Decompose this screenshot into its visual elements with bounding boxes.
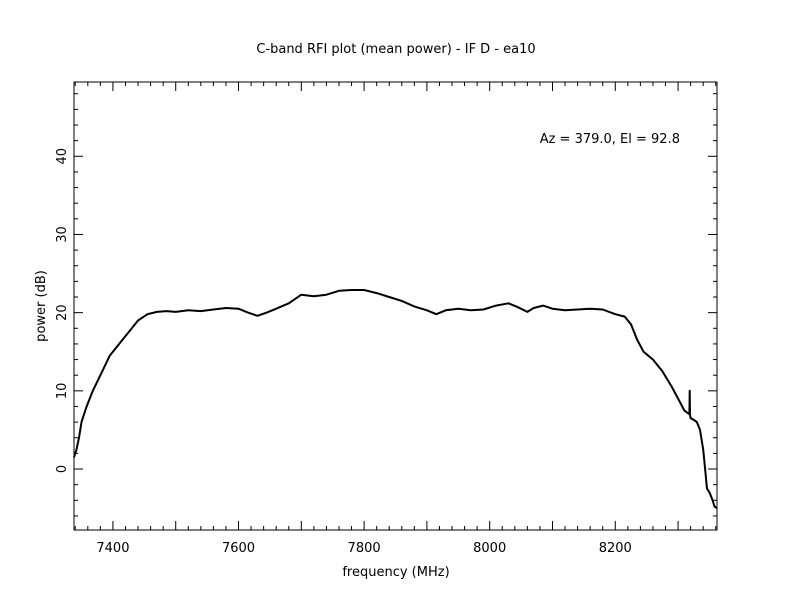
y-tick-label: 40 <box>55 148 70 165</box>
plot-frame <box>73 81 718 531</box>
y-tick-labels: 0 10 20 30 40 <box>55 148 70 473</box>
x-tick-label: 8200 <box>599 541 632 556</box>
y-tick-label: 30 <box>55 226 70 243</box>
y-tick-label: 0 <box>55 465 70 473</box>
x-tick-label: 7400 <box>96 541 129 556</box>
x-tick-label: 7800 <box>348 541 381 556</box>
x-tick-labels: 7400 7600 7800 8000 8200 <box>96 541 631 556</box>
chart-title: C-band RFI plot (mean power) - IF D - ea… <box>256 42 535 57</box>
x-tick-label: 7600 <box>222 541 255 556</box>
y-axis-label: power (dB) <box>34 270 49 342</box>
series-line <box>73 289 718 509</box>
x-axis-label: frequency (MHz) <box>342 565 449 580</box>
axis-ticks <box>74 82 717 530</box>
x-tick-label: 8000 <box>473 541 506 556</box>
y-tick-label: 10 <box>55 383 70 400</box>
azimuth-elevation-annotation: Az = 379.0, El = 92.8 <box>540 132 680 147</box>
y-tick-label: 20 <box>55 304 70 321</box>
